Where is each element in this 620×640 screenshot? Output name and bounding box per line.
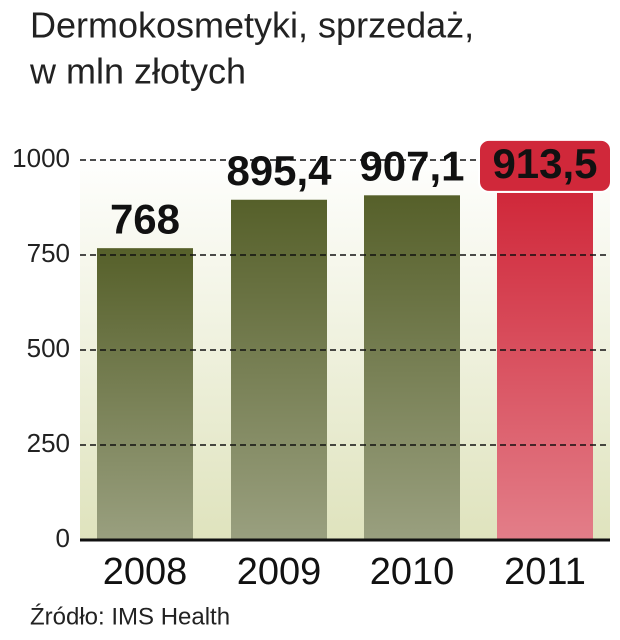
x-tick-label: 2011 bbox=[504, 551, 586, 593]
x-tick-label: 2010 bbox=[370, 551, 455, 593]
y-tick-label: 0 bbox=[56, 523, 70, 553]
y-tick-label: 1000 bbox=[12, 143, 70, 173]
bar-shade bbox=[231, 199, 327, 541]
chart-title: Dermokosmetyki, sprzedaż, bbox=[30, 5, 474, 46]
value-label: 895,4 bbox=[226, 147, 332, 194]
value-label: 907,1 bbox=[359, 142, 464, 189]
y-tick-label: 500 bbox=[27, 333, 70, 363]
bar-shade bbox=[364, 195, 460, 540]
value-label: 768 bbox=[110, 195, 180, 242]
value-label-box bbox=[478, 138, 612, 193]
x-tick-label: 2008 bbox=[103, 551, 188, 593]
source: Źródło: IMS Health bbox=[30, 603, 230, 630]
x-tick-label: 2009 bbox=[237, 551, 322, 593]
chart-title: w mln złotych bbox=[29, 51, 246, 92]
y-tick-label: 750 bbox=[27, 238, 70, 268]
bar-shade bbox=[497, 192, 593, 540]
value-label: 913,5 bbox=[492, 140, 597, 187]
bar-shade bbox=[97, 248, 193, 540]
y-tick-label: 250 bbox=[27, 428, 70, 458]
